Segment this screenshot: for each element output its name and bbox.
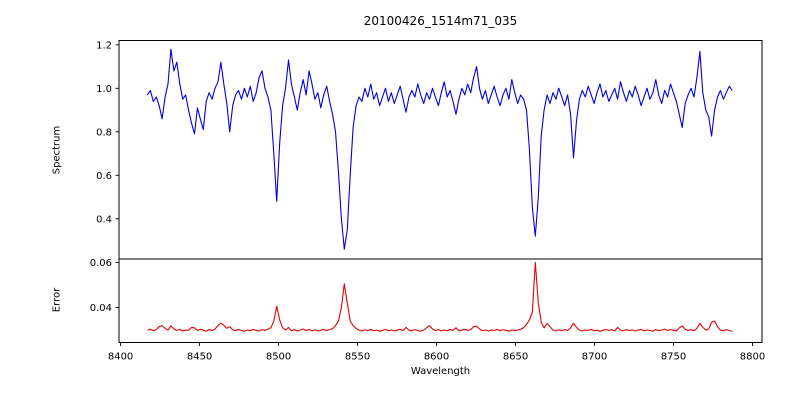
x-tick-label: 8550	[345, 352, 370, 363]
x-tick-label: 8750	[661, 352, 686, 363]
error-ytick-label: 0.06	[90, 258, 112, 269]
x-tick-label: 8600	[424, 352, 449, 363]
spectrum-ytick-label: 1.0	[96, 84, 112, 95]
error-ytick-label: 0.04	[90, 303, 112, 314]
spectrum-line	[146, 48, 733, 250]
wavelength-axis-label: Wavelength	[410, 366, 471, 377]
spectrum-ytick-label: 0.6	[96, 171, 112, 182]
x-tick-label: 8500	[266, 352, 291, 363]
error-axes-border	[118, 258, 763, 343]
spectrum-axes-border	[118, 40, 763, 260]
spectrum-ytick-label: 1.2	[96, 40, 112, 51]
spectrum-ytick-label: 0.4	[96, 214, 112, 225]
x-tick-label: 8700	[582, 352, 607, 363]
error-axis-label: Error	[51, 287, 63, 313]
plot-title: 20100426_1514m71_035	[363, 14, 518, 28]
x-tick-label: 8650	[503, 352, 528, 363]
error-line	[147, 261, 733, 332]
x-tick-label: 8450	[187, 352, 212, 363]
x-tick-label: 8800	[740, 352, 765, 363]
spectrum-axis-label: Spectrum	[51, 125, 63, 175]
spectrum-ytick-label: 0.8	[96, 127, 112, 138]
x-tick-label: 8400	[108, 352, 133, 363]
